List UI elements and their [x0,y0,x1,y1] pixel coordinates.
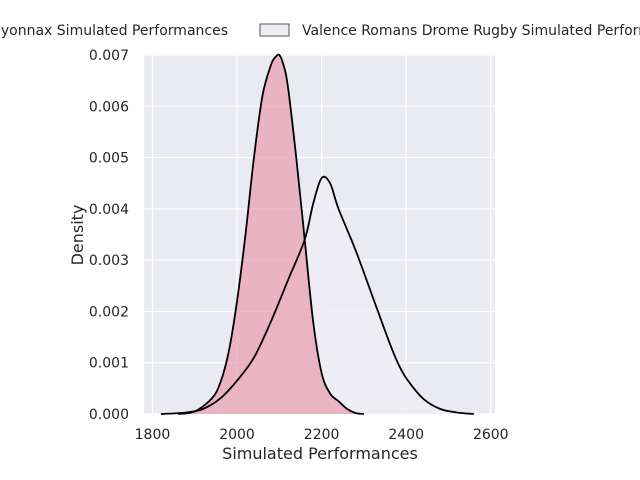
y-tick-label: 0.006 [89,99,129,115]
x-tick-label: 1800 [135,427,171,443]
legend-label-1: Oyonnax Simulated Performances [0,23,228,39]
x-tick-label: 2000 [219,427,255,443]
y-axis: 0.000 0.001 0.002 0.003 0.004 0.005 0.006 0.007 [89,48,129,423]
series-area-2 [160,176,474,414]
legend: Oyonnax Simulated Performances Valence Ro… [0,23,640,39]
x-axis: 1800 2000 2200 2400 2600 [135,427,509,443]
series-line-2 [160,175,474,415]
y-tick-label: 0.000 [89,407,129,423]
legend-label-2: Valence Romans Drome Rugby Simulated Per… [302,23,640,39]
series-layer [160,53,474,415]
y-tick-label: 0.004 [89,202,129,218]
series-area-1 [177,54,364,414]
y-tick-label: 0.005 [89,151,129,167]
x-tick-label: 2600 [473,427,509,443]
y-tick-label: 0.003 [89,253,129,269]
y-tick-label: 0.001 [89,356,129,372]
y-axis-label: Density [68,205,87,266]
x-tick-label: 2200 [304,427,340,443]
legend-swatch-2 [259,23,290,37]
series-line-1 [177,53,365,415]
x-axis-label: Simulated Performances [222,444,418,463]
x-tick-label: 2400 [388,427,424,443]
y-tick-label: 0.007 [89,48,129,64]
y-tick-label: 0.002 [89,304,129,320]
